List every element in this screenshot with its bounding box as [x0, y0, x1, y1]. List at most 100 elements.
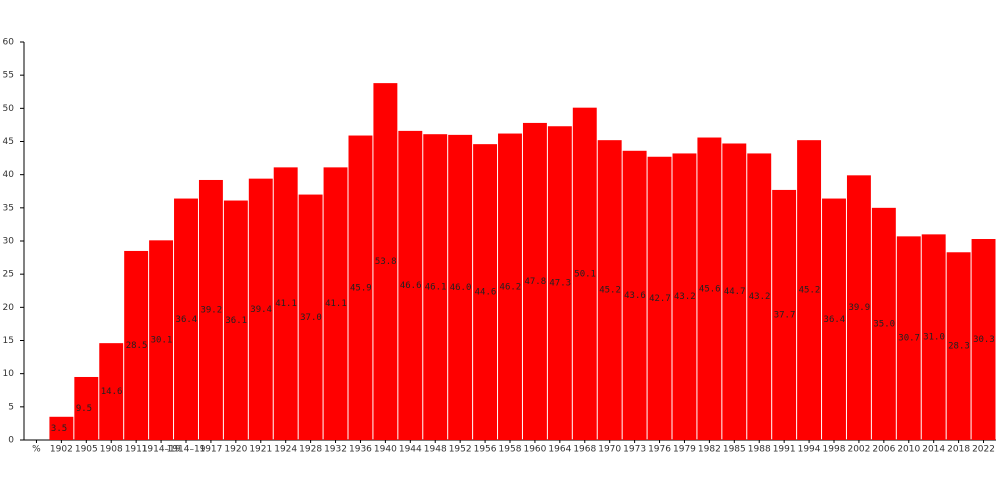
value-label: 37.7	[774, 310, 796, 320]
x-tick-label: 1958	[499, 445, 522, 455]
x-tick-label: 1920	[224, 445, 247, 455]
value-label: 31.0	[923, 333, 945, 343]
x-tick-label: 2018	[947, 445, 970, 455]
bar	[946, 252, 971, 440]
value-label: 45.2	[599, 286, 621, 296]
x-tick-label: 1936	[349, 445, 372, 455]
x-tick-label: 1908	[100, 445, 123, 455]
value-label: 39.2	[200, 305, 222, 315]
x-tick-label: 2010	[897, 445, 920, 455]
bar	[747, 153, 772, 440]
x-tick-label: 2022	[972, 445, 995, 455]
value-label: 41.1	[325, 299, 347, 309]
value-label: 36.4	[176, 315, 198, 325]
bar	[149, 240, 174, 440]
x-tick-label: 1944	[399, 445, 422, 455]
bar	[298, 194, 323, 440]
value-label: 46.6	[400, 281, 422, 291]
bar	[273, 167, 298, 440]
bar	[772, 189, 797, 440]
x-tick-label: 1928	[299, 445, 322, 455]
bar	[597, 140, 622, 440]
bar	[323, 167, 348, 440]
bar	[49, 416, 74, 440]
value-label: 42.7	[649, 294, 671, 304]
y-tick-label: 50	[3, 104, 15, 114]
x-tick-label: %	[32, 445, 41, 455]
y-tick-label: 5	[8, 402, 14, 412]
value-label: 44.6	[475, 288, 497, 298]
bar	[971, 239, 996, 440]
x-tick-label: 1994	[798, 445, 821, 455]
x-tick-label: 1985	[723, 445, 746, 455]
bar	[572, 107, 597, 441]
x-tick-label: 1948	[424, 445, 447, 455]
value-label: 30.3	[973, 335, 995, 345]
bar	[622, 150, 647, 440]
value-label: 14.6	[101, 387, 123, 397]
value-label: 41.1	[275, 299, 297, 309]
value-label: 28.3	[948, 342, 970, 352]
x-tick-label: 1932	[324, 445, 347, 455]
bar	[198, 179, 223, 440]
y-tick-label: 45	[3, 137, 14, 147]
y-tick-label: 25	[3, 270, 14, 280]
bar	[846, 175, 871, 440]
value-label: 37.0	[300, 313, 322, 323]
bar	[373, 83, 398, 441]
value-label: 44.7	[724, 287, 746, 297]
x-tick-label: 1905	[75, 445, 98, 455]
bar	[921, 234, 946, 440]
value-label: 47.3	[549, 279, 571, 289]
value-label: 3.5	[51, 424, 67, 434]
bar	[99, 343, 124, 440]
y-tick-label: 20	[3, 303, 15, 313]
x-tick-label: 1914–19	[142, 445, 181, 455]
bar	[473, 144, 498, 441]
y-tick-label: 55	[3, 71, 14, 81]
y-tick-label: 60	[3, 38, 15, 48]
value-label: 43.2	[674, 292, 696, 302]
x-tick-label: 1956	[474, 445, 497, 455]
x-tick-label: 1988	[748, 445, 771, 455]
bar	[498, 133, 522, 441]
value-label: 43.2	[749, 292, 771, 302]
bar	[547, 126, 572, 440]
x-tick-label: 1914–19	[167, 445, 206, 455]
value-label: 30.7	[898, 334, 920, 344]
bar	[248, 178, 273, 440]
bar	[74, 376, 99, 440]
x-tick-label: 1982	[698, 445, 721, 455]
bar	[223, 200, 248, 440]
x-tick-label: 1991	[773, 445, 796, 455]
x-tick-label: 1964	[548, 445, 571, 455]
value-label: 9.5	[76, 404, 92, 414]
value-label: 36.4	[824, 315, 846, 325]
x-tick-label: 1976	[648, 445, 671, 455]
value-label: 47.8	[524, 277, 546, 287]
x-tick-label: 1921	[249, 445, 272, 455]
bar	[124, 250, 149, 440]
x-tick-label: 1911	[125, 445, 148, 455]
value-label: 35.0	[873, 319, 895, 329]
bar	[448, 134, 473, 440]
value-label: 53.8	[375, 257, 397, 267]
value-label: 50.1	[574, 269, 596, 279]
x-tick-label: 1940	[374, 445, 397, 455]
bar	[398, 130, 423, 441]
value-label: 46.1	[425, 283, 447, 293]
y-tick-label: 10	[3, 369, 15, 379]
x-tick-label: 2014	[922, 445, 945, 455]
y-tick-label: 40	[3, 170, 15, 180]
value-label: 39.4	[250, 305, 272, 315]
x-tick-label: 2002	[847, 445, 870, 455]
value-label: 43.6	[624, 291, 646, 301]
value-label: 30.1	[151, 336, 173, 346]
bar	[871, 207, 896, 440]
x-tick-label: 1970	[598, 445, 621, 455]
y-tick-label: 15	[3, 336, 14, 346]
bar	[522, 122, 547, 440]
bar	[822, 198, 846, 440]
bar	[348, 135, 373, 440]
